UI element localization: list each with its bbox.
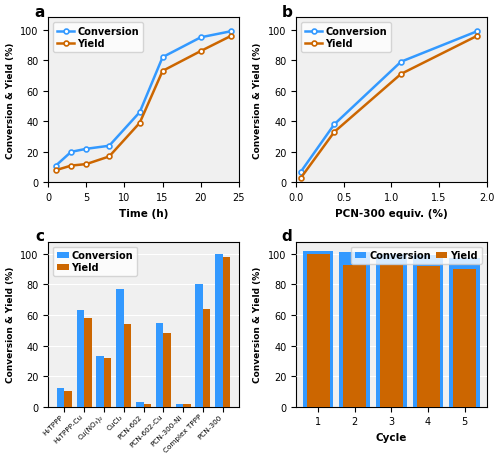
Yield: [298, 176, 304, 181]
Yield: [228, 34, 234, 39]
Conversion: [136, 110, 142, 116]
Conversion: [398, 60, 404, 65]
Yield: [398, 72, 404, 78]
Bar: [144, 403, 151, 407]
Yield: [53, 168, 59, 174]
Line: Yield: Yield: [54, 34, 234, 173]
Yield: [198, 49, 203, 55]
Bar: [57, 388, 64, 407]
Y-axis label: Conversion & Yield (%): Conversion & Yield (%): [254, 43, 262, 159]
Text: c: c: [36, 229, 44, 244]
Bar: [156, 323, 164, 407]
Bar: [76, 311, 84, 407]
X-axis label: PCN-300 equiv. (%): PCN-300 equiv. (%): [335, 208, 448, 218]
Conversion: [160, 55, 166, 61]
Yield: [106, 154, 112, 160]
Yield: [68, 163, 74, 169]
Conversion: [474, 29, 480, 35]
Bar: [96, 357, 104, 407]
Conversion: [68, 150, 74, 155]
Bar: [203, 309, 210, 407]
Conversion: [198, 35, 203, 41]
Bar: [450, 259, 480, 407]
Bar: [176, 403, 183, 407]
Legend: Conversion, Yield: Conversion, Yield: [53, 247, 137, 277]
Bar: [136, 402, 143, 407]
X-axis label: Cycle: Cycle: [376, 432, 407, 442]
Bar: [84, 319, 92, 407]
Bar: [124, 325, 132, 407]
Bar: [215, 254, 222, 407]
Bar: [416, 267, 440, 407]
Bar: [302, 251, 334, 407]
Text: d: d: [282, 229, 292, 244]
Y-axis label: Conversion & Yield (%): Conversion & Yield (%): [6, 266, 15, 382]
Yield: [84, 162, 89, 168]
Bar: [376, 254, 407, 407]
Yield: [474, 34, 480, 39]
Conversion: [84, 147, 89, 152]
Line: Conversion: Conversion: [298, 30, 480, 175]
Legend: Conversion, Yield: Conversion, Yield: [53, 23, 143, 53]
Conversion: [228, 29, 234, 35]
Bar: [196, 285, 203, 407]
Legend: Conversion, Yield: Conversion, Yield: [301, 23, 391, 53]
X-axis label: Time (h): Time (h): [119, 208, 168, 218]
Conversion: [106, 144, 112, 149]
Line: Yield: Yield: [298, 34, 480, 181]
Yield: [331, 130, 337, 135]
Line: Conversion: Conversion: [54, 30, 234, 168]
Bar: [343, 265, 366, 407]
Bar: [380, 265, 403, 407]
Bar: [104, 358, 112, 407]
Y-axis label: Conversion & Yield (%): Conversion & Yield (%): [254, 266, 262, 382]
Conversion: [298, 169, 304, 175]
Bar: [340, 253, 370, 407]
Text: b: b: [282, 5, 292, 20]
Conversion: [53, 163, 59, 169]
Bar: [116, 289, 124, 407]
Text: a: a: [34, 5, 44, 20]
Bar: [164, 334, 171, 407]
Bar: [306, 254, 330, 407]
Bar: [64, 392, 72, 407]
Yield: [136, 121, 142, 126]
Bar: [412, 256, 444, 407]
Legend: Conversion, Yield: Conversion, Yield: [351, 247, 482, 265]
Conversion: [331, 123, 337, 128]
Bar: [222, 257, 230, 407]
Bar: [453, 269, 476, 407]
Yield: [160, 69, 166, 74]
Bar: [183, 403, 190, 407]
Y-axis label: Conversion & Yield (%): Conversion & Yield (%): [6, 43, 15, 159]
